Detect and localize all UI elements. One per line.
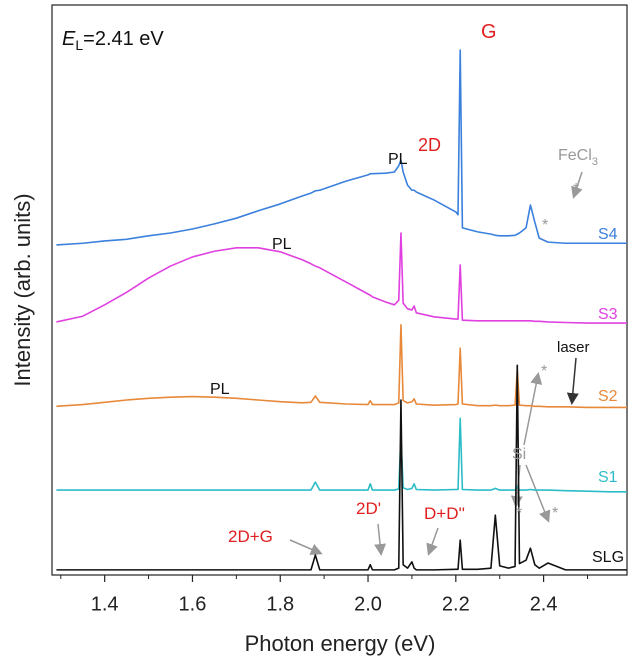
annotation-text: 2D' [356,499,381,518]
annotation-text: E [62,28,76,50]
series-label: S3 [598,306,618,323]
annotation: G [481,21,497,43]
spectrum-line [56,323,627,409]
annotation: EL=2.41 eV [62,28,164,52]
arrows [289,171,583,556]
annotation: PL [388,151,408,168]
spectrum-line [56,49,627,246]
annotation: PL [210,381,230,398]
x-axis-label: Photon energy (eV) [245,631,436,656]
spectrum-line [56,364,627,571]
arrow [426,527,439,556]
series-label: SLG [592,549,624,566]
annotation: 2D+G [228,527,273,546]
y-axis-label: Intensity (arb. units) [10,193,35,386]
annotation: laser [557,339,590,356]
x-tick-label: 2.4 [530,593,558,615]
arrow [523,372,543,446]
series-label: S1 [598,469,618,486]
annotation: * [542,217,548,234]
annotation-text: 2D [418,135,441,155]
annotation: Si [512,446,526,463]
annotation: 2D [418,135,441,155]
annotation: D+D'' [424,504,465,523]
x-tick-label: 2.0 [354,593,382,615]
arrow [566,357,579,405]
annotation-text: * [573,181,579,198]
arrow [289,539,323,555]
annotation-text: Si [512,446,526,463]
series-label: S4 [598,226,618,243]
x-tick-label: 1.6 [179,593,207,615]
x-tick-label: 1.8 [266,593,294,615]
annotation-subscript: 3 [592,156,598,168]
spectrum-line [56,232,627,324]
annotation-text: * [552,505,558,522]
annotation: 2D' [356,499,381,518]
annotation-text: =2.41 eV [83,28,164,50]
annotation-text: 2D+G [228,527,273,546]
annotation: PL [272,236,292,253]
annotation: * [541,363,547,380]
annotation-text: PL [388,151,408,168]
annotation-text: G [481,21,497,43]
annotation-text: * [541,363,547,380]
annotation: * [552,505,558,522]
series-label: S2 [598,388,618,405]
annotation-text: * [516,505,522,522]
annotation-text: * [542,217,548,234]
annotation-text: PL [210,381,230,398]
annotation-text: laser [557,339,590,356]
annotation-text: D+D'' [424,504,465,523]
arrow [525,464,551,523]
annotation: * [516,505,522,522]
spectrum-line [56,417,627,493]
arrow [374,523,387,556]
arrow [571,171,583,199]
annotation-text: PL [272,236,292,253]
plot-frame [51,4,628,576]
annotation-text: FeCl [558,147,592,164]
x-tick-label: 2.2 [442,593,470,615]
annotation-subscript: L [75,37,83,53]
x-tick-label: 1.4 [91,593,119,615]
annotation: * [573,181,579,198]
annotation: FeCl3 [558,147,598,168]
